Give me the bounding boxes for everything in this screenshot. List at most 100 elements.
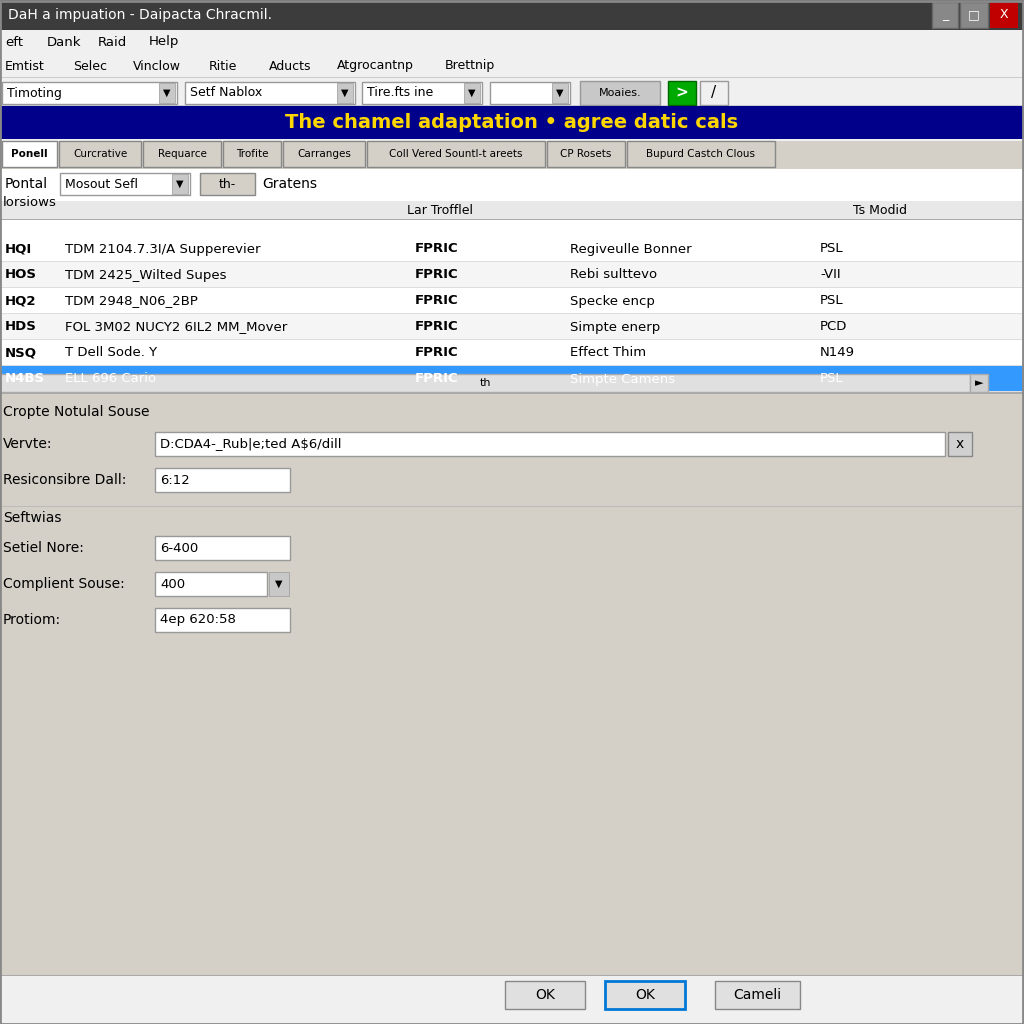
Bar	[172, 174, 188, 194]
Bar	[0, 236, 1024, 262]
Text: Setiel Nore:: Setiel Nore:	[3, 541, 84, 555]
Bar	[0, 340, 1024, 366]
Text: Selec: Selec	[73, 59, 106, 73]
Text: Atgrocantnp: Atgrocantnp	[337, 59, 414, 73]
Text: Simpte enerp: Simpte enerp	[570, 321, 660, 334]
Text: Ponell: Ponell	[11, 150, 48, 159]
Text: ▼: ▼	[176, 179, 183, 189]
Text: _: _	[942, 8, 948, 22]
Bar	[0, 262, 1024, 288]
Text: Dank: Dank	[47, 36, 82, 48]
Text: >: >	[676, 85, 688, 100]
Text: PSL: PSL	[820, 373, 844, 385]
Text: HQI: HQI	[5, 243, 32, 256]
Bar	[948, 432, 972, 456]
Bar	[2, 141, 57, 167]
Bar	[0, 374, 970, 392]
Text: HOS: HOS	[5, 268, 37, 282]
Text: Mosout Sefl: Mosout Sefl	[65, 177, 138, 190]
Bar	[0, 394, 1024, 976]
Bar	[59, 141, 141, 167]
Text: Curcrative: Curcrative	[73, 150, 127, 159]
Text: TDM 2425_Wilted Supes: TDM 2425_Wilted Supes	[65, 268, 226, 282]
Text: Help: Help	[150, 36, 179, 48]
Bar	[155, 572, 267, 596]
Text: Specke encp: Specke encp	[570, 295, 655, 307]
Bar	[464, 83, 480, 103]
Bar	[0, 79, 1024, 106]
Text: Requarce: Requarce	[158, 150, 207, 159]
Text: Simpte Camens: Simpte Camens	[570, 373, 675, 385]
Text: Tire.fts ine: Tire.fts ine	[367, 86, 433, 99]
Text: Bupurd Castch Clous: Bupurd Castch Clous	[646, 150, 756, 159]
Text: NSQ: NSQ	[5, 346, 37, 359]
Text: ▼: ▼	[163, 88, 171, 98]
Text: Lar Trofflel: Lar Trofflel	[407, 205, 473, 217]
Text: PSL: PSL	[820, 243, 844, 256]
Bar	[961, 2, 988, 28]
Text: Regiveulle Bonner: Regiveulle Bonner	[570, 243, 691, 256]
Text: Cropte Notulal Souse: Cropte Notulal Souse	[3, 406, 150, 419]
Text: OK: OK	[536, 988, 555, 1002]
Text: Brettnip: Brettnip	[445, 59, 496, 73]
Text: FPRIC: FPRIC	[415, 321, 459, 334]
Text: D:CDA4-_Rub|e;ted A$6/dill: D:CDA4-_Rub|e;ted A$6/dill	[160, 437, 341, 451]
Text: Effect Thim: Effect Thim	[570, 346, 646, 359]
Text: The chamel adaptation • agree datic cals: The chamel adaptation • agree datic cals	[286, 113, 738, 132]
Text: 400: 400	[160, 578, 185, 591]
Text: ►: ►	[975, 378, 983, 388]
Bar	[223, 141, 281, 167]
Bar	[0, 288, 1024, 314]
Bar	[700, 81, 728, 105]
Text: Carranges: Carranges	[297, 150, 351, 159]
Bar	[155, 536, 290, 560]
Bar	[60, 173, 190, 195]
Bar	[269, 572, 289, 596]
Text: Rebi sulttevo: Rebi sulttevo	[570, 268, 657, 282]
Text: Vervte:: Vervte:	[3, 437, 52, 451]
Text: Emtist: Emtist	[5, 59, 45, 73]
Text: TDM 2948_N06_2BP: TDM 2948_N06_2BP	[65, 295, 198, 307]
Bar	[0, 0, 1024, 30]
Bar	[0, 169, 1024, 464]
Bar	[715, 981, 800, 1009]
Bar	[970, 374, 988, 392]
Text: T Dell Sode. Y: T Dell Sode. Y	[65, 346, 157, 359]
Bar	[490, 82, 570, 104]
Text: N149: N149	[820, 346, 855, 359]
Bar	[0, 141, 1024, 169]
Text: Ritie: Ritie	[209, 59, 238, 73]
Text: FPRIC: FPRIC	[415, 295, 459, 307]
Text: HDS: HDS	[5, 321, 37, 334]
Text: FPRIC: FPRIC	[415, 243, 459, 256]
Text: OK: OK	[635, 988, 655, 1002]
Bar	[2, 82, 177, 104]
Text: eft: eft	[5, 36, 23, 48]
Bar	[547, 141, 625, 167]
Bar	[155, 468, 290, 492]
Text: Timoting: Timoting	[7, 86, 61, 99]
Text: Protiom:: Protiom:	[3, 613, 61, 627]
Bar	[185, 82, 355, 104]
Text: FPRIC: FPRIC	[415, 268, 459, 282]
Text: Gratens: Gratens	[262, 177, 317, 191]
Text: Trofite: Trofite	[236, 150, 268, 159]
Bar	[337, 83, 353, 103]
Text: X: X	[999, 8, 1009, 22]
Bar	[362, 82, 482, 104]
Text: PCD: PCD	[820, 321, 848, 334]
Bar	[990, 2, 1018, 28]
Text: -VII: -VII	[820, 268, 841, 282]
Text: Moaies.: Moaies.	[599, 88, 641, 98]
Text: PSL: PSL	[820, 295, 844, 307]
Text: ELL 696 Cario: ELL 696 Cario	[65, 373, 156, 385]
Text: Ts Modid: Ts Modid	[853, 205, 907, 217]
Text: Coll Vered Sountl-t areets: Coll Vered Sountl-t areets	[389, 150, 522, 159]
Text: DaH a impuation - Daipacta Chracmil.: DaH a impuation - Daipacta Chracmil.	[8, 8, 272, 22]
Text: 6-400: 6-400	[160, 542, 199, 555]
Text: □: □	[968, 8, 980, 22]
Text: x: x	[955, 437, 965, 451]
Bar	[0, 366, 1024, 392]
Bar	[159, 83, 175, 103]
Text: ▼: ▼	[275, 579, 283, 589]
